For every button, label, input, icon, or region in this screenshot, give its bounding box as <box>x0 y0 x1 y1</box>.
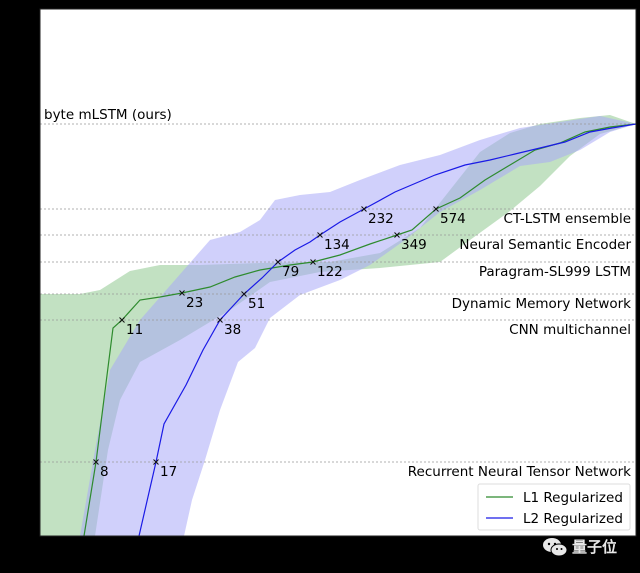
x-marker-icon <box>217 317 223 323</box>
x-marker-icon <box>394 232 400 238</box>
marker-label: 79 <box>282 264 299 280</box>
reference-labels: byte mLSTM (ours) CT-LSTM ensemble Neural … <box>44 107 631 480</box>
marker-label: 232 <box>368 211 394 227</box>
data-marker: 349 <box>394 232 427 253</box>
data-marker: 23 <box>179 290 203 311</box>
x-marker-icon <box>153 459 159 465</box>
marker-label: 11 <box>126 322 143 338</box>
data-marker: 574 <box>433 206 466 227</box>
reference-label: Recurrent Neural Tensor Network <box>408 464 631 480</box>
marker-label: 17 <box>160 464 177 480</box>
data-marker: 38 <box>217 317 241 338</box>
legend: L1 Regularized L2 Regularized <box>477 483 631 531</box>
legend-label: L1 Regularized <box>523 490 623 506</box>
l1-regularized-line <box>83 123 636 536</box>
plot-frame <box>39 8 637 537</box>
marker-label: 23 <box>186 295 203 311</box>
watermark: 量子位 <box>542 536 617 557</box>
reference-label: CNN multichannel <box>509 322 631 338</box>
wechat-icon <box>543 537 568 556</box>
x-marker-icon <box>310 259 316 265</box>
l1-regularized-band <box>40 115 636 536</box>
data-marker: 134 <box>317 232 350 253</box>
data-marker: 11 <box>119 317 143 338</box>
marker-label: 574 <box>440 211 466 227</box>
marker-label: 122 <box>317 264 343 280</box>
reference-label: byte mLSTM (ours) <box>44 107 172 123</box>
x-marker-icon <box>317 232 323 238</box>
data-marker: 232 <box>361 206 394 227</box>
series-markers: 8 11 23 122 349 574 17 38 51 79 134 232 <box>93 206 466 480</box>
x-marker-icon <box>361 206 367 212</box>
x-marker-icon <box>93 459 99 465</box>
x-marker-icon <box>433 206 439 212</box>
marker-label: 8 <box>100 464 109 480</box>
confidence-bands <box>40 115 636 536</box>
reference-label: Paragram-SL999 LSTM <box>479 264 631 280</box>
reference-label: CT-LSTM ensemble <box>503 211 631 227</box>
x-marker-icon <box>241 291 247 297</box>
legend-label: L2 Regularized <box>523 511 623 527</box>
data-marker: 79 <box>275 259 299 280</box>
x-marker-icon <box>179 290 185 296</box>
data-marker: 8 <box>93 459 109 480</box>
marker-label: 349 <box>401 237 427 253</box>
x-marker-icon <box>275 259 281 265</box>
data-marker: 122 <box>310 259 343 280</box>
reference-label: Neural Semantic Encoder <box>459 237 631 253</box>
marker-label: 51 <box>248 296 265 312</box>
legend-box <box>477 483 631 531</box>
reference-lines <box>40 123 636 463</box>
reference-label: Dynamic Memory Network <box>452 296 632 312</box>
l2-regularized-band <box>40 116 636 536</box>
x-marker-icon <box>119 317 125 323</box>
watermark-text: 量子位 <box>572 538 618 556</box>
marker-label: 134 <box>324 237 350 253</box>
marker-label: 38 <box>224 322 241 338</box>
data-marker: 51 <box>241 291 265 312</box>
data-marker: 17 <box>153 459 177 480</box>
